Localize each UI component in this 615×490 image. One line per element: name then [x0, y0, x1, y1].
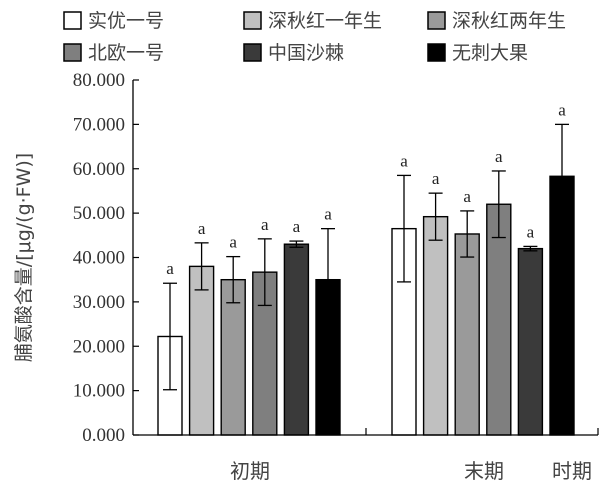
significance-letter: a	[495, 147, 503, 166]
significance-letter: a	[166, 259, 174, 278]
y-tick-label: 80.000	[73, 70, 125, 91]
significance-letter: a	[558, 100, 566, 119]
legend-swatch-4	[63, 43, 82, 62]
legend-label-3: 深秋红两年生	[452, 10, 566, 32]
significance-letter: a	[324, 205, 332, 224]
legend-label-2: 深秋红一年生	[268, 10, 382, 32]
x-axis-title: 时期	[552, 459, 592, 483]
y-tick-label: 30.000	[73, 292, 125, 313]
legend-label-5: 中国沙棘	[268, 42, 344, 64]
x-axis: 初期 末期 时期	[133, 428, 599, 483]
bar-末期-3	[454, 233, 480, 436]
legend-swatch-3	[427, 11, 446, 30]
legend-swatch-5	[243, 43, 262, 62]
legend-swatch-1	[63, 11, 82, 30]
y-tick-label: 60.000	[73, 159, 125, 180]
y-tick-label: 40.000	[73, 248, 125, 269]
y-tick-label: 50.000	[73, 203, 125, 224]
y-tick-label: 0.000	[82, 425, 125, 446]
significance-letter: a	[198, 219, 206, 238]
y-axis-title: 脯氨酸含量/[μg/(g·FW)]	[13, 153, 35, 362]
legend-label-4: 北欧一号	[88, 42, 164, 64]
y-tick-label: 20.000	[73, 336, 125, 357]
significance-letter: a	[432, 169, 440, 188]
y-tick-label: 70.000	[73, 114, 125, 135]
y-axis: 0.000 10.000 20.000 30.000 40.000 50.000 60.00…	[13, 70, 139, 446]
significance-letter: a	[261, 215, 269, 234]
bar-初期-2	[188, 265, 215, 436]
y-tick-label: 10.000	[73, 381, 125, 402]
x-category-label: 末期	[464, 459, 504, 483]
significance-letter: a	[463, 187, 471, 206]
x-category-label: 初期	[230, 459, 270, 483]
legend-label-1: 实优一号	[88, 10, 164, 32]
legend-swatch-6	[427, 43, 446, 62]
bar-末期-2	[422, 215, 449, 436]
significance-letter: a	[229, 233, 237, 252]
bar-初期-5	[283, 243, 310, 436]
legend-swatch-2	[243, 11, 262, 30]
bar-末期-5	[517, 247, 544, 436]
significance-letter: a	[293, 217, 301, 236]
bar-末期-4	[486, 203, 512, 436]
bars: a a a a a a a a a a a a	[157, 100, 575, 436]
significance-letter: a	[400, 151, 408, 170]
significance-letter: a	[527, 222, 535, 241]
legend-label-6: 无刺大果	[452, 42, 528, 64]
